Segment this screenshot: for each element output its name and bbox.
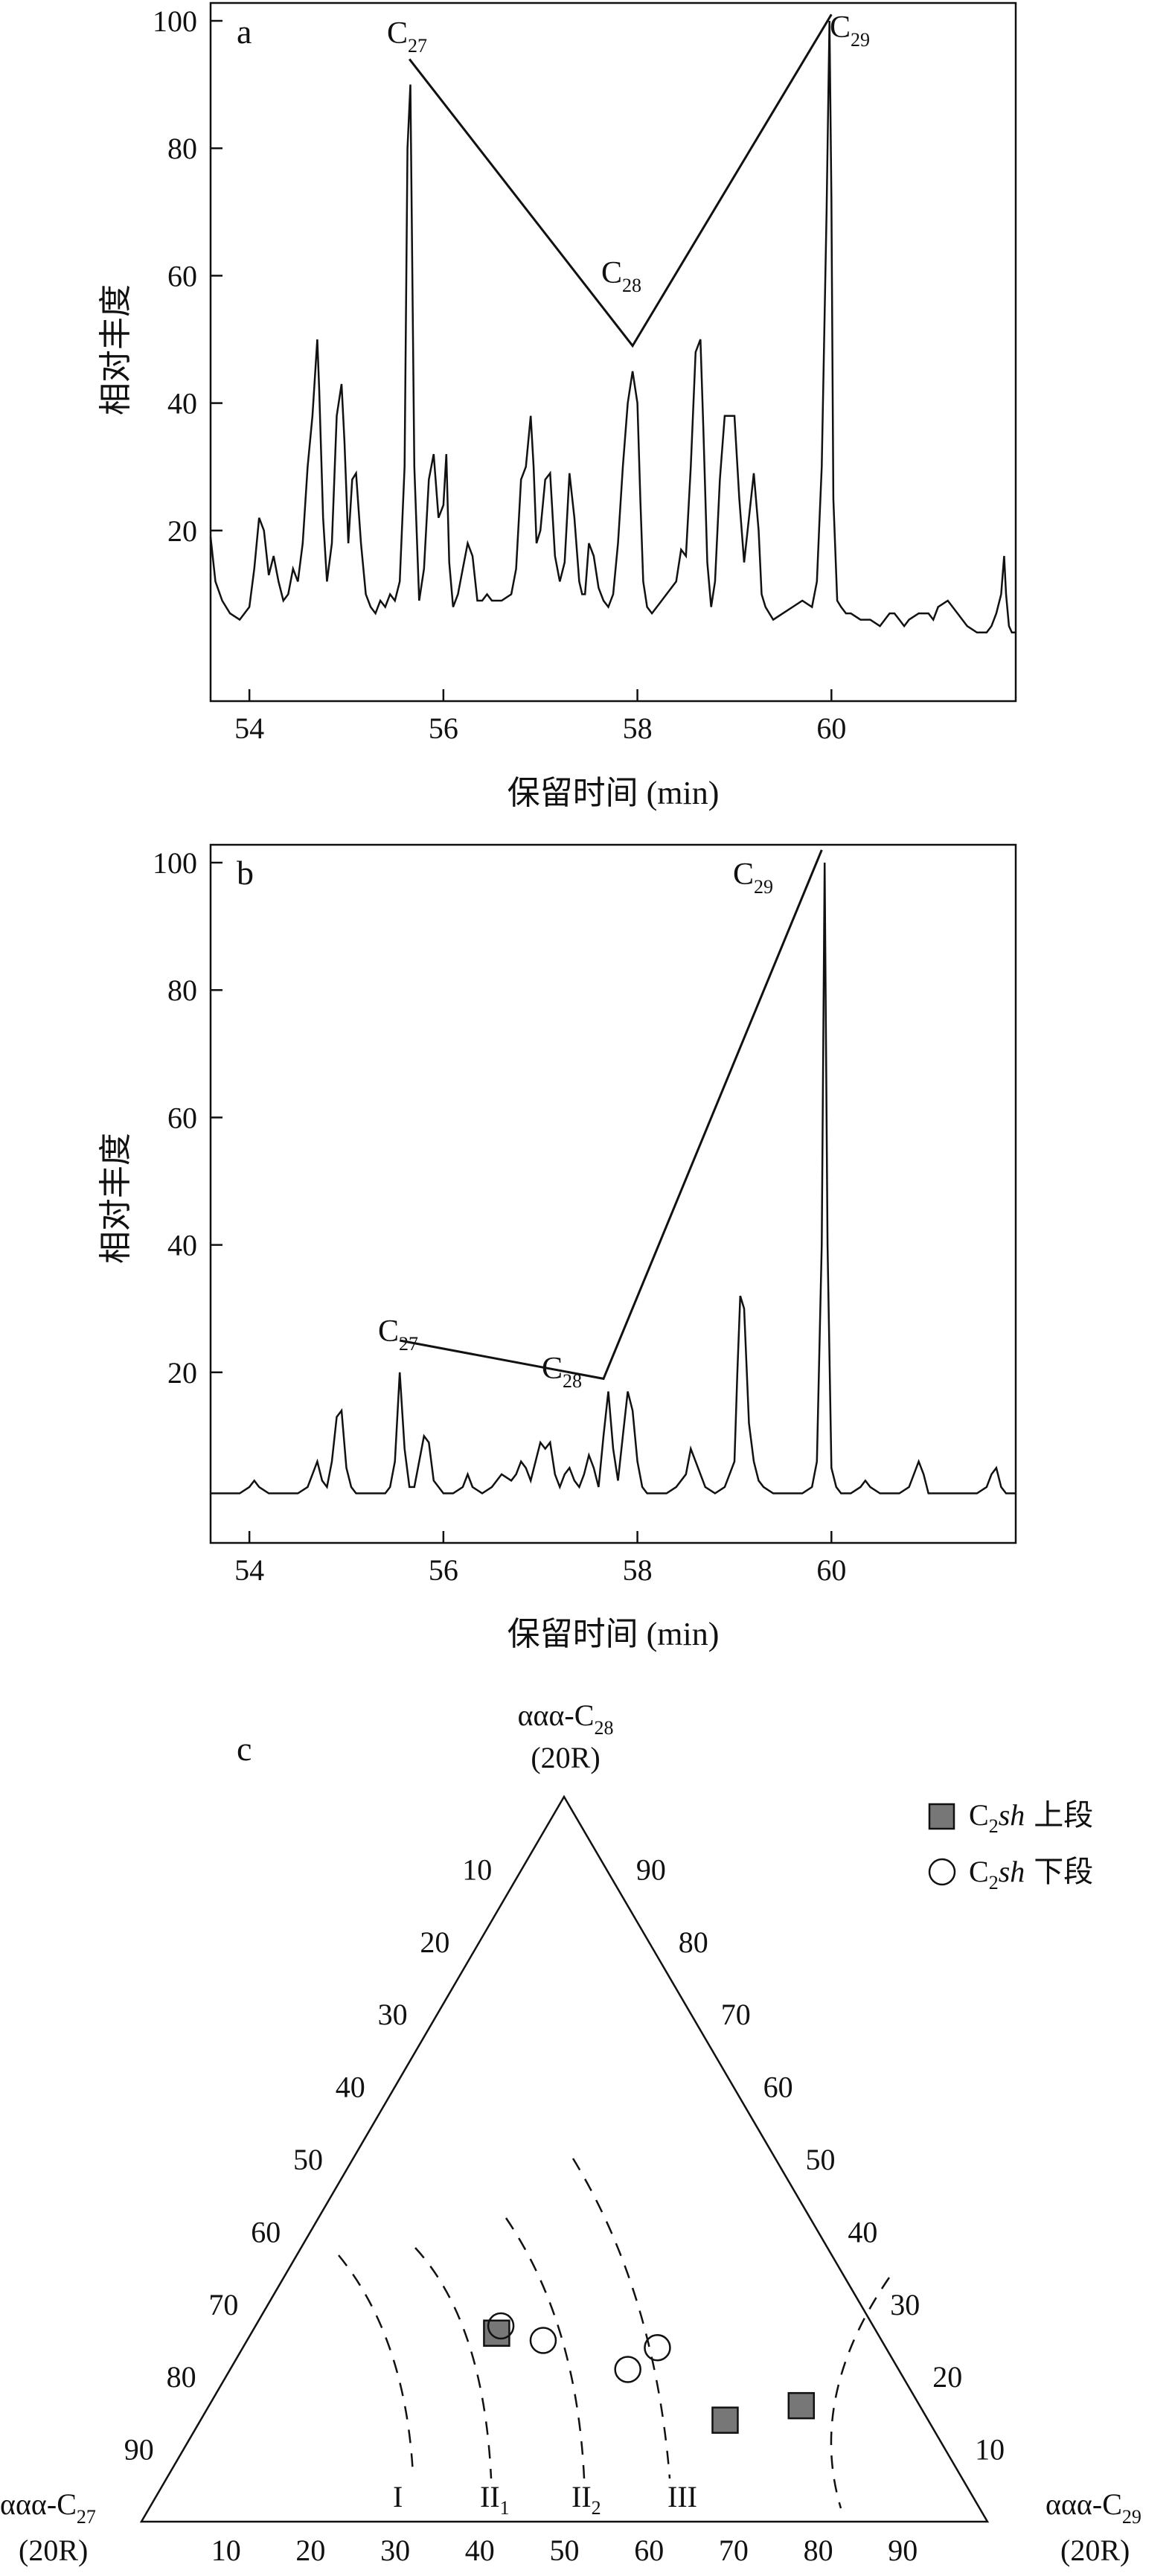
zone-boundary-5	[830, 2277, 891, 2509]
apex-right-label: ααα-C29	[1045, 2487, 1141, 2528]
bottom-tick-label: 20	[295, 2534, 325, 2567]
x-tick-label: 60	[816, 712, 846, 745]
y-tick-label: 20	[167, 514, 197, 548]
right-side-tick-label: 70	[721, 1998, 751, 2031]
bottom-tick-label: 60	[634, 2534, 664, 2567]
peak-label-c28: C28	[542, 1352, 582, 1392]
x-axis-label-b: 保留时间 (min)	[507, 1616, 720, 1652]
legend-label-upper: C2sh 上段	[969, 1798, 1093, 1837]
peak-label-c29: C29	[733, 857, 773, 898]
y-tick-label: 80	[167, 974, 197, 1007]
chromatogram-trace-b	[211, 862, 1016, 1495]
right-side-tick-label: 10	[975, 2433, 1005, 2467]
lower-section-point	[644, 2333, 671, 2362]
apex-top-label: ααα-C28	[518, 1698, 614, 1739]
y-tick-label: 100	[153, 846, 197, 880]
x-tick-label: 56	[429, 712, 458, 745]
zone-boundary-3	[505, 2217, 586, 2479]
upper-section-point	[711, 2406, 739, 2434]
y-tick-label: 60	[167, 1101, 197, 1134]
panel-label-c: c	[237, 1730, 252, 1768]
right-side-tick-label: 50	[806, 2143, 836, 2176]
zone-label-1: I	[393, 2480, 403, 2513]
y-tick-label: 100	[153, 4, 197, 38]
x-axis-label-a: 保留时间 (min)	[507, 775, 720, 811]
right-side-tick-label: 30	[890, 2288, 920, 2321]
zone-label-4: III	[667, 2480, 697, 2513]
apex-left-label: ααα-C27	[0, 2487, 96, 2528]
legend-marker-upper	[928, 1803, 955, 1830]
sterane-pattern-line-a	[409, 13, 833, 348]
apex-right-label-20r: (20R)	[1060, 2534, 1130, 2567]
lower-section-point	[614, 2356, 641, 2383]
zone-label-3: II2	[571, 2480, 601, 2519]
x-tick-label: 58	[623, 1553, 653, 1587]
left-side-tick-label: 60	[251, 2215, 281, 2249]
y-tick-label: 80	[167, 132, 197, 165]
right-side-tick-label: 80	[679, 1925, 708, 1959]
left-side-tick-label: 70	[208, 2288, 238, 2321]
plot-frame-b	[209, 843, 1017, 1544]
x-tick-label: 60	[816, 1553, 846, 1587]
x-tick-label: 56	[429, 1553, 458, 1587]
chromatogram-panel-b: 20 40 60 80 100 54 56 58 60 b C27 C28 C29 保留时间 …	[97, 843, 1017, 1652]
left-side-tick-label: 10	[462, 1853, 492, 1886]
bottom-tick-label: 30	[380, 2534, 410, 2567]
bottom-tick-label: 90	[888, 2534, 918, 2567]
peak-label-c29: C29	[830, 10, 870, 51]
peak-label-c27: C27	[378, 1314, 418, 1355]
right-side-tick-label: 90	[636, 1853, 666, 1886]
y-axis-label-b: 相对丰度	[97, 1133, 134, 1264]
y-tick-label: 40	[167, 1229, 197, 1262]
zone-label-2: II1	[480, 2480, 510, 2519]
bottom-tick-label: 10	[211, 2534, 241, 2567]
bottom-tick-label: 40	[465, 2534, 495, 2567]
y-tick-label: 20	[167, 1356, 197, 1390]
lower-section-point	[529, 2327, 557, 2354]
left-side-tick-label: 40	[336, 2071, 365, 2104]
ternary-panel-c: c ααα-C28 (20R) ααα-C27 (20R) ααα-C29 (2…	[0, 1698, 1141, 2567]
panel-label-a: a	[237, 13, 252, 51]
legend: C2sh 上段 C2sh 下段	[928, 1798, 1093, 1893]
panel-label-b: b	[237, 854, 254, 892]
peak-label-c27: C27	[387, 16, 427, 57]
left-side-tick-label: 30	[378, 1998, 408, 2031]
right-side-tick-label: 20	[932, 2360, 962, 2394]
zone-boundary-4	[571, 2158, 671, 2479]
bottom-tick-label: 70	[719, 2534, 749, 2567]
plot-frame-a	[209, 1, 1017, 703]
upper-section-point	[787, 2391, 816, 2420]
right-side-tick-label: 40	[848, 2215, 877, 2249]
x-tick-label: 58	[623, 712, 653, 745]
ternary-triangle	[139, 1794, 990, 2523]
zone-boundaries	[338, 2158, 891, 2509]
zone-boundary-2	[414, 2247, 493, 2479]
sterane-pattern-line-b	[399, 849, 823, 1381]
x-tick-label: 54	[234, 1553, 264, 1587]
lower-section-point	[487, 2312, 515, 2340]
peak-label-c28: C28	[601, 256, 641, 296]
apex-left-label-20r: (20R)	[19, 2534, 88, 2567]
zone-boundary-1	[338, 2254, 414, 2476]
right-side-tick-label: 60	[763, 2071, 793, 2104]
y-tick-label: 40	[167, 387, 197, 421]
zone-labels: I II1 II2 III	[393, 2480, 697, 2519]
legend-label-lower: C2sh 下段	[969, 1855, 1093, 1893]
y-axis-label-a: 相对丰度	[97, 284, 134, 415]
bottom-tick-label: 50	[550, 2534, 580, 2567]
left-side-tick-label: 20	[420, 1925, 449, 1959]
chromatogram-trace-a	[209, 20, 1016, 634]
legend-marker-lower	[928, 1858, 956, 1886]
left-side-tick-label: 80	[167, 2360, 196, 2394]
x-tick-label: 54	[234, 712, 264, 745]
left-side-tick-label: 90	[124, 2433, 154, 2467]
bottom-tick-label: 80	[804, 2534, 833, 2567]
chromatogram-panel-a: 20 40 60 80 100 54 56 58 60 a C27 C28 C29 保留时间 …	[97, 1, 1017, 811]
y-tick-label: 60	[167, 259, 197, 293]
apex-top-label-20r: (20R)	[531, 1741, 600, 1774]
left-side-tick-label: 50	[293, 2143, 323, 2176]
